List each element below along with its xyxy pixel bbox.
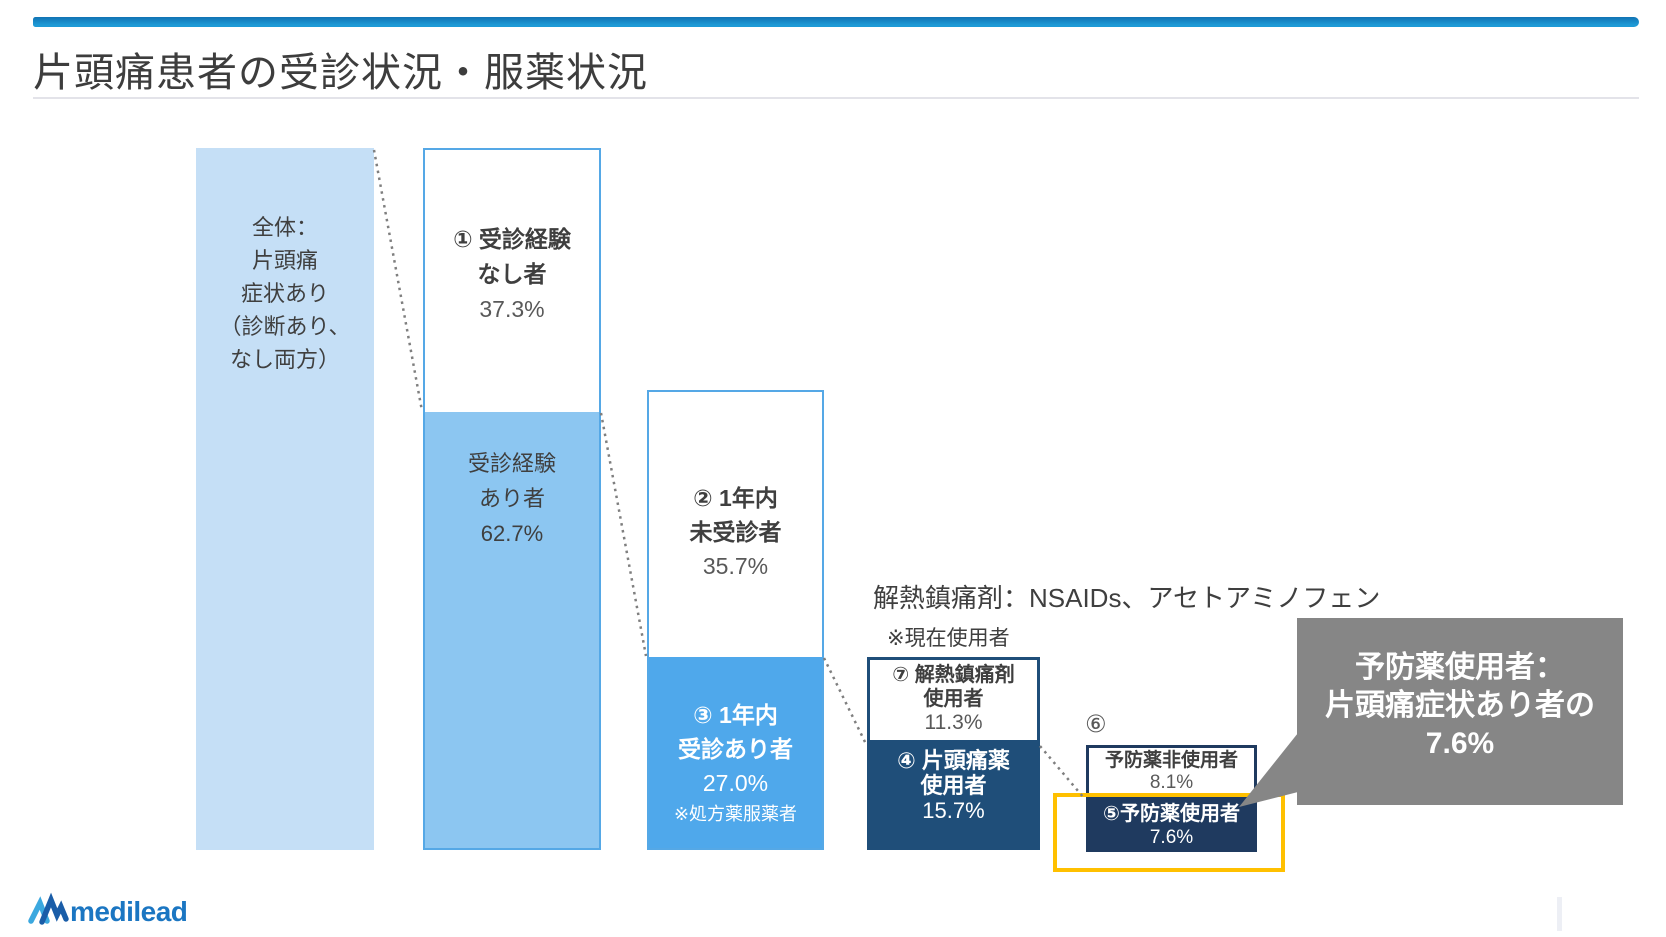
title-divider [33, 97, 1639, 99]
prescription-note: ※処方薬服薬者 [673, 804, 798, 824]
segment-label-no-consult: ① 受診経験 なし者 37.3% [453, 226, 571, 322]
segment-label-consulted: 受診経験 あり者 62.7% [467, 451, 556, 546]
logo-pulse-icon [28, 896, 50, 924]
connector-line-2 [599, 412, 648, 657]
box-preventive-users: ⑤予防薬使用者 7.6% [1086, 800, 1257, 852]
logo-pulse-icon-dark [39, 892, 69, 925]
box-non-preventive-users: 予防薬非使用者 8.1% [1086, 745, 1257, 800]
scrollbar-artifact [1557, 897, 1562, 931]
box-antipyretic-users: ⑦ 解熱鎮痛剤 使用者 11.3% [867, 657, 1040, 743]
connector-line-3 [822, 657, 868, 745]
current-user-note: ※現在使用者 [887, 627, 1010, 650]
segment-label-within-year: ③ 1年内 受診あり者 27.0% [678, 702, 793, 796]
funnel-bar-consult-experience [423, 148, 601, 850]
box-migraine-med-users: ④ 片頭痛薬 使用者 15.7% [867, 743, 1040, 850]
accent-bar [33, 17, 1639, 27]
funnel-bar-within-year-segment [649, 657, 822, 848]
funnel-bar-one-year [647, 390, 824, 850]
analgesic-heading: 解熱鎮痛剤：NSAIDs、アセトアミノフェン [873, 583, 1381, 613]
funnel-bar-total [196, 148, 374, 850]
funnel-bar-consulted-segment [425, 412, 599, 848]
label-circled-six: ⑥ [1085, 711, 1107, 738]
page-title: 片頭痛患者の受診状況・服薬状況 [33, 51, 648, 95]
logo-wordmark: medilead [70, 896, 188, 927]
callout-bubble: 予防薬使用者： 片頭痛症状あり者の 7.6% [1297, 618, 1623, 805]
connector-line-4 [1039, 745, 1085, 799]
highlight-rectangle [1053, 793, 1285, 872]
funnel-bar-total-label: 全体： 片頭痛 症状あり （診断あり、 なし両方） [219, 215, 351, 372]
connector-line-1 [372, 149, 424, 412]
segment-label-not-within-year: ② 1年内 未受診者 35.7% [689, 485, 782, 579]
